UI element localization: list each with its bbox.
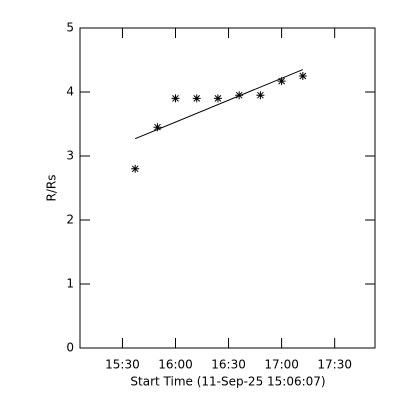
data-point — [277, 77, 286, 86]
data-point — [171, 94, 180, 103]
data-point — [153, 123, 162, 132]
x-axis-label: Start Time (11-Sep-25 15:06:07) — [130, 375, 325, 389]
x-tick-label: 16:00 — [158, 358, 193, 372]
data-point — [256, 91, 265, 100]
plot-frame — [79, 27, 376, 349]
data-point — [235, 91, 244, 100]
data-point — [298, 72, 307, 80]
y-tick-label: 2 — [66, 213, 74, 227]
y-tick-label: 1 — [66, 277, 74, 291]
data-point — [131, 164, 140, 173]
x-tick-label: 16:30 — [211, 358, 246, 372]
fit-line — [134, 69, 304, 140]
y-tick-label: 3 — [66, 149, 74, 163]
data-point — [192, 94, 201, 103]
x-tick-label: 17:30 — [317, 358, 352, 372]
x-tick-label: 15:30 — [105, 358, 140, 372]
y-axis-label: R/Rs — [45, 175, 59, 202]
y-tick-label: 4 — [66, 85, 74, 99]
y-tick-label: 0 — [66, 341, 74, 355]
data-point — [213, 94, 222, 103]
x-tick-label: 17:00 — [264, 358, 299, 372]
y-tick-label: 5 — [66, 21, 74, 35]
